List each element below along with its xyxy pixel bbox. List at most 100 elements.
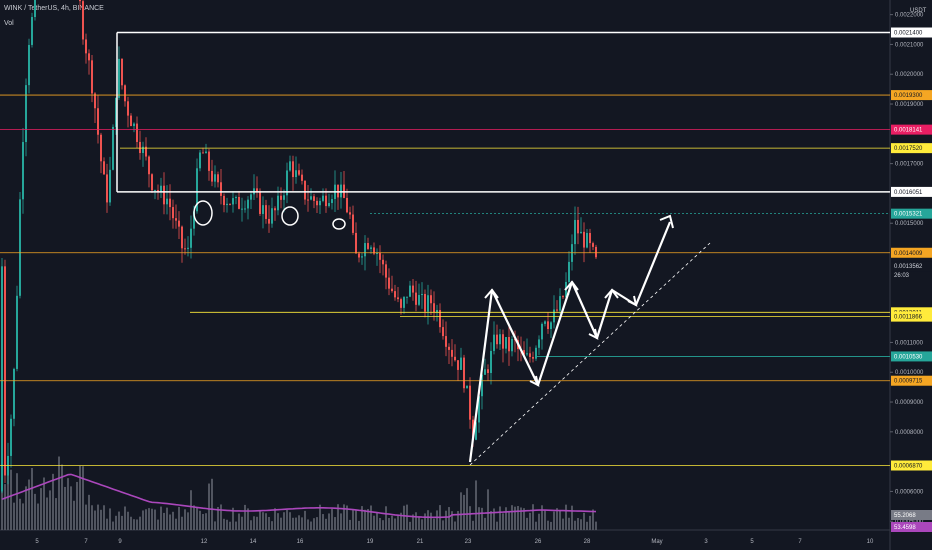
- candle-body: [298, 170, 300, 175]
- volume-bar: [514, 506, 516, 530]
- candle-body: [271, 208, 273, 224]
- level-price-tag: [891, 143, 932, 154]
- price-tick-label: 0.0019000: [895, 102, 924, 108]
- volume-bar: [133, 519, 135, 530]
- projection-arrowhead: [588, 328, 599, 340]
- volume-bar: [250, 520, 252, 530]
- volume-bar: [448, 507, 450, 530]
- candle-body: [247, 199, 249, 209]
- level-price-label: 0.0014009: [894, 251, 923, 257]
- volume-bar: [403, 505, 405, 530]
- volume-bar: [595, 521, 597, 530]
- candle-body: [316, 200, 318, 206]
- candle-body: [364, 243, 366, 257]
- candle-body: [436, 309, 438, 313]
- candle-body: [373, 247, 375, 254]
- volume-bar: [136, 519, 138, 530]
- projection-arrowhead: [659, 214, 674, 229]
- volume-bar: [538, 513, 540, 530]
- candle-body: [118, 58, 120, 98]
- candle-body: [229, 203, 231, 205]
- time-tick-label: 7: [798, 539, 802, 545]
- candle-body: [478, 396, 480, 423]
- volume-bar: [241, 516, 243, 530]
- candle-body: [427, 295, 429, 312]
- volume-bar: [409, 521, 411, 530]
- volume-bar: [349, 519, 351, 530]
- volume-bar: [37, 503, 39, 530]
- candle-body: [292, 161, 294, 178]
- volume-bar: [16, 473, 18, 530]
- price-tick-label: 0.0022000: [895, 13, 924, 19]
- candle-body: [256, 188, 258, 192]
- time-tick-label: 16: [297, 539, 304, 545]
- candle-body: [559, 296, 561, 311]
- volume-bar: [115, 515, 117, 530]
- candle-body: [469, 385, 471, 420]
- candle-body: [22, 142, 24, 200]
- volume-bar: [226, 519, 228, 530]
- candle-body: [124, 85, 126, 102]
- volume-bar: [214, 521, 216, 530]
- candle-body: [586, 233, 588, 248]
- volume-bar: [556, 508, 558, 530]
- candle-body: [490, 350, 492, 373]
- candle-body: [319, 200, 321, 206]
- volume-bar: [364, 509, 366, 530]
- volume-indicator-label[interactable]: Vol: [4, 20, 14, 27]
- candle-body: [208, 151, 210, 171]
- candle-body: [418, 295, 420, 305]
- candle-body: [115, 97, 117, 127]
- volume-bar: [487, 489, 489, 530]
- volume-bar: [412, 514, 414, 530]
- volume-bar: [73, 500, 75, 530]
- volume-bar: [139, 516, 141, 530]
- candle-body: [154, 190, 156, 192]
- volume-bar: [496, 521, 498, 530]
- candle-body: [145, 146, 147, 157]
- volume-bar: [526, 517, 528, 530]
- candle-body: [100, 134, 102, 162]
- candle-body: [313, 196, 315, 201]
- candle-body: [361, 256, 363, 258]
- volume-bar: [352, 509, 354, 530]
- volume-bar: [94, 510, 96, 530]
- candle-body: [88, 53, 90, 61]
- candle-body: [502, 334, 504, 349]
- candle-body: [97, 108, 99, 135]
- volume-bar: [178, 506, 180, 530]
- time-tick-label: 26: [535, 539, 542, 545]
- volume-bar: [322, 514, 324, 530]
- candle-body: [109, 169, 111, 203]
- candle-body: [226, 203, 228, 206]
- volume-bar: [391, 515, 393, 530]
- volume-bar: [454, 521, 456, 530]
- volume-bar: [589, 515, 591, 530]
- volume-bar: [583, 512, 585, 530]
- volume-bar: [550, 521, 552, 530]
- candle-body: [178, 220, 180, 227]
- volume-bar: [61, 464, 63, 530]
- volume-bar: [34, 493, 36, 530]
- price-tick-label: 0.0021000: [895, 42, 924, 48]
- volume-bar: [229, 521, 231, 530]
- candle-body: [457, 360, 459, 370]
- candle-body: [562, 296, 564, 298]
- volume-bar: [463, 494, 465, 530]
- level-price-label: 0.0009715: [894, 379, 923, 385]
- volume-bar: [565, 504, 567, 530]
- volume-bar: [118, 511, 120, 530]
- trend-line: [469, 242, 711, 466]
- candle-body: [589, 233, 591, 244]
- candle-body: [544, 321, 546, 324]
- candle-body: [538, 339, 540, 348]
- candle-body: [280, 195, 282, 200]
- candle-body: [328, 203, 330, 207]
- volume-bar: [304, 510, 306, 530]
- volume-bar: [166, 507, 168, 530]
- candle-body: [307, 199, 309, 201]
- level-price-tag: [891, 186, 932, 197]
- candle-body: [442, 327, 444, 337]
- volume-bar: [529, 512, 531, 530]
